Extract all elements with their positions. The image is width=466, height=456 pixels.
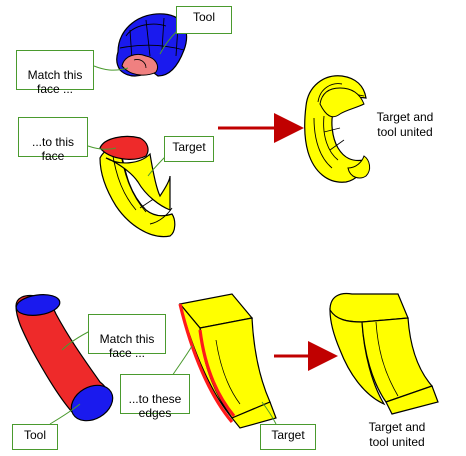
callout-tool-top: Tool: [176, 6, 232, 34]
result-shape-top: [305, 76, 370, 182]
callout-target-left: Target: [164, 136, 214, 162]
callout-target-bottom: Target: [260, 424, 316, 450]
callout-to-face: ...to this face: [18, 117, 88, 157]
result-caption-top: Target and tool united: [364, 110, 446, 140]
tool-shape-bottom: [15, 292, 119, 428]
target-shape-bottom: [180, 294, 276, 428]
callout-to-edges: ...to these edges: [120, 374, 190, 414]
result-shape-bottom: [330, 294, 438, 414]
callout-match-face-bottom: Match this face ...: [88, 314, 166, 354]
callout-match-face-top: Match this face ...: [16, 50, 94, 90]
callout-tool-bottom-label: Tool: [24, 428, 46, 442]
callout-tool-top-label: Tool: [193, 10, 215, 24]
leader-to-edges: [172, 346, 192, 376]
result-caption-bottom: Target and tool united: [352, 420, 442, 450]
callout-tool-bottom: Tool: [12, 424, 58, 450]
callout-target-bottom-label: Target: [271, 428, 304, 442]
callout-target-left-label: Target: [172, 140, 205, 154]
